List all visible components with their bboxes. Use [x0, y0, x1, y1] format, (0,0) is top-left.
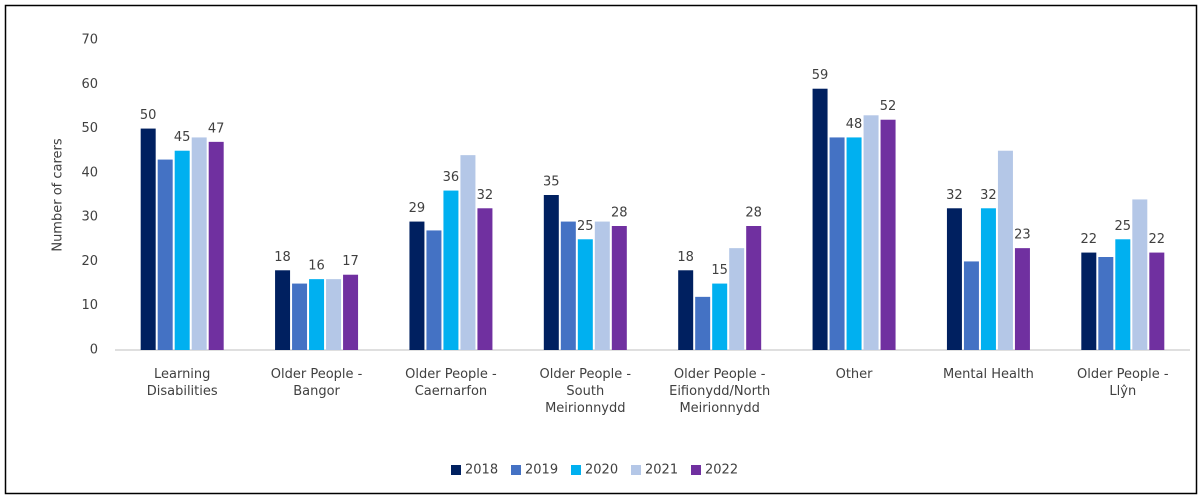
- bar: [1098, 257, 1114, 350]
- data-label: 22: [1081, 232, 1098, 247]
- data-label: 52: [880, 99, 897, 114]
- bar: [443, 190, 459, 350]
- data-label: 29: [409, 201, 426, 216]
- data-label: 18: [274, 250, 291, 265]
- x-tick-label: Mental Health: [942, 367, 1034, 382]
- data-label: 36: [443, 170, 460, 185]
- bar: [863, 115, 879, 351]
- bar: [678, 270, 694, 350]
- x-tick-label: Learning Disabilities: [146, 367, 218, 399]
- bar: [543, 195, 559, 350]
- y-tick-label: 50: [81, 121, 98, 136]
- data-label: 28: [745, 206, 762, 221]
- bar: [594, 221, 610, 350]
- data-label: 32: [477, 188, 494, 203]
- bar: [343, 274, 359, 350]
- data-label: 28: [611, 206, 628, 221]
- bar: [275, 270, 291, 350]
- bar: [829, 137, 845, 350]
- bar: [426, 230, 442, 350]
- data-label: 22: [1149, 232, 1166, 247]
- data-label: 32: [946, 188, 963, 203]
- data-label: 45: [174, 130, 191, 145]
- y-tick-label: 0: [90, 343, 98, 358]
- legend-label: 2021: [645, 463, 678, 478]
- bar: [846, 137, 862, 350]
- bar: [157, 159, 173, 350]
- bar: [729, 248, 745, 350]
- bar: [577, 239, 593, 350]
- data-label: 25: [1115, 219, 1132, 234]
- data-label: 15: [711, 263, 728, 278]
- data-label: 16: [308, 259, 325, 274]
- legend-swatch: [571, 465, 581, 475]
- bar: [326, 279, 342, 350]
- bar: [946, 208, 962, 350]
- data-label: 35: [543, 175, 560, 190]
- legend-label: 2019: [525, 463, 558, 478]
- bar: [1115, 239, 1131, 350]
- x-tick-label: Other: [835, 367, 873, 382]
- bar: [963, 261, 979, 350]
- bar: [746, 226, 762, 350]
- y-tick-label: 30: [81, 210, 98, 225]
- x-tick-label: Older People - South Meirionnydd: [539, 367, 632, 416]
- data-label: 18: [677, 250, 694, 265]
- legend-swatch: [631, 465, 641, 475]
- legend-label: 2020: [585, 463, 618, 478]
- bar: [1132, 199, 1148, 350]
- data-label: 48: [846, 117, 863, 132]
- y-tick-label: 70: [81, 33, 98, 48]
- x-tick-label: Older People - Caernarfon: [405, 367, 497, 399]
- legend-swatch: [691, 465, 701, 475]
- y-tick-label: 60: [81, 77, 98, 92]
- data-label: 47: [208, 121, 225, 136]
- y-tick-label: 10: [81, 298, 98, 313]
- bar: [174, 150, 190, 350]
- bar: [292, 283, 308, 350]
- x-tick-label: Older People - Bangor: [270, 367, 363, 399]
- bar: [812, 88, 828, 350]
- bar: [997, 150, 1013, 350]
- bar: [140, 128, 156, 350]
- data-label: 59: [812, 68, 829, 83]
- bar: [1081, 252, 1097, 350]
- bar: [712, 283, 728, 350]
- x-tick-label: Older People - Eifionydd/North Meirionny…: [669, 367, 771, 416]
- y-tick-label: 40: [81, 165, 98, 180]
- bar: [611, 226, 627, 350]
- bar: [208, 141, 224, 350]
- bar: [191, 137, 207, 350]
- bar: [309, 279, 325, 350]
- data-label: 50: [140, 108, 157, 123]
- bar: [1014, 248, 1030, 350]
- data-label: 25: [577, 219, 594, 234]
- bar: [980, 208, 996, 350]
- bar: [409, 221, 425, 350]
- legend-swatch: [451, 465, 461, 475]
- bar: [477, 208, 493, 350]
- bar: [460, 155, 476, 350]
- bar: [1149, 252, 1165, 350]
- data-label: 23: [1014, 228, 1031, 243]
- y-axis-title: Number of carers: [51, 138, 66, 252]
- legend-swatch: [511, 465, 521, 475]
- data-label: 32: [980, 188, 997, 203]
- bar: [880, 119, 896, 350]
- legend-label: 2018: [465, 463, 498, 478]
- legend-label: 2022: [705, 463, 738, 478]
- bar: [560, 221, 576, 350]
- y-tick-label: 20: [81, 254, 98, 269]
- data-label: 17: [342, 254, 359, 269]
- x-tick-label: Older People - Llŷn: [1077, 367, 1169, 399]
- bar: [695, 296, 711, 350]
